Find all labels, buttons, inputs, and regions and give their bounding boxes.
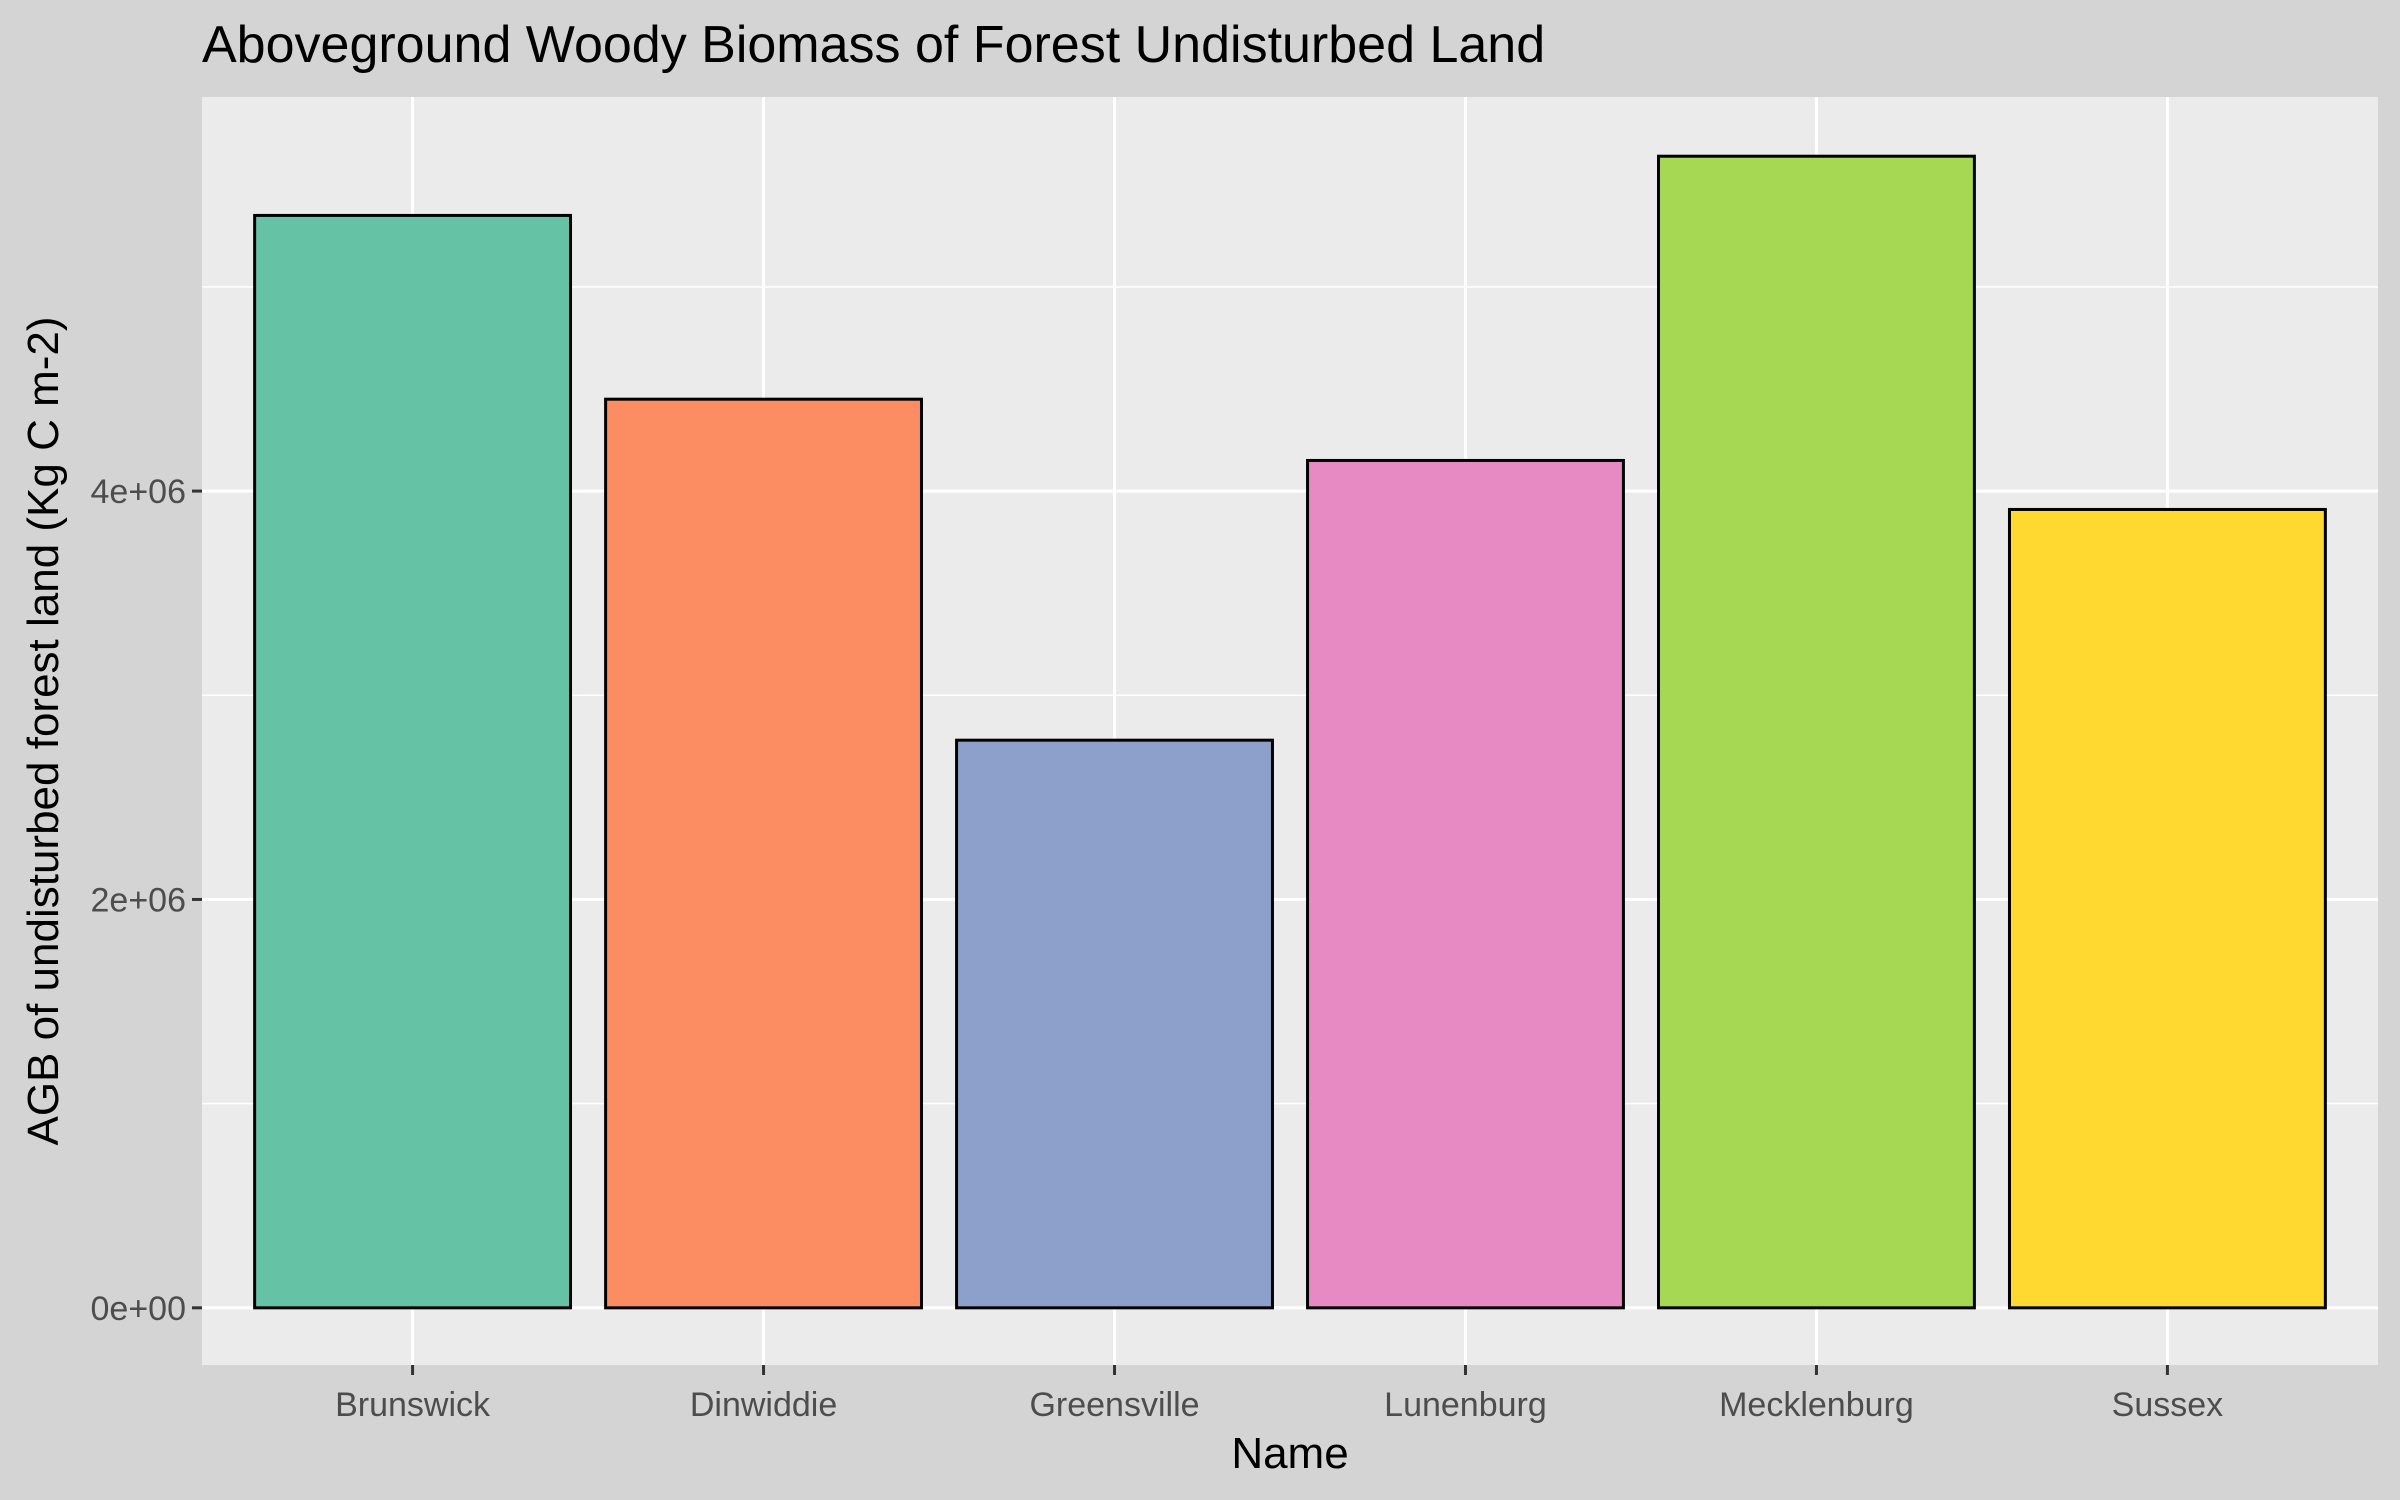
y-tick-label: 2e+06 xyxy=(91,881,187,919)
y-tick-label: 4e+06 xyxy=(91,473,187,511)
bar-lunenburg xyxy=(1306,458,1625,1310)
x-tick-label: Lunenburg xyxy=(1384,1386,1547,1424)
bar-brunswick xyxy=(253,213,573,1310)
bar-dinwiddie xyxy=(604,397,923,1310)
x-tick-label: Sussex xyxy=(2112,1386,2224,1424)
x-axis-title: Name xyxy=(1231,1429,1348,1478)
x-tick-label: Brunswick xyxy=(335,1386,491,1424)
bar-sussex xyxy=(2007,507,2327,1310)
y-tick-label: 0e+00 xyxy=(91,1290,187,1328)
bar-greensville xyxy=(955,738,1274,1310)
x-tick-label: Dinwiddie xyxy=(690,1386,837,1424)
x-tick-label: Mecklenburg xyxy=(1719,1386,1914,1424)
x-tick-label: Greensville xyxy=(1029,1386,1199,1424)
axes: 0e+00 2e+06 4e+06 Brunswick Dinwiddie Greensv… xyxy=(91,473,2224,1424)
y-axis-title: AGB of undisturbed forest land (Kg C m-2… xyxy=(19,316,68,1145)
bar-mecklenburg xyxy=(1657,154,1976,1310)
bars xyxy=(253,154,2327,1310)
chart-title: Aboveground Woody Biomass of Forest Undi… xyxy=(202,16,1545,74)
